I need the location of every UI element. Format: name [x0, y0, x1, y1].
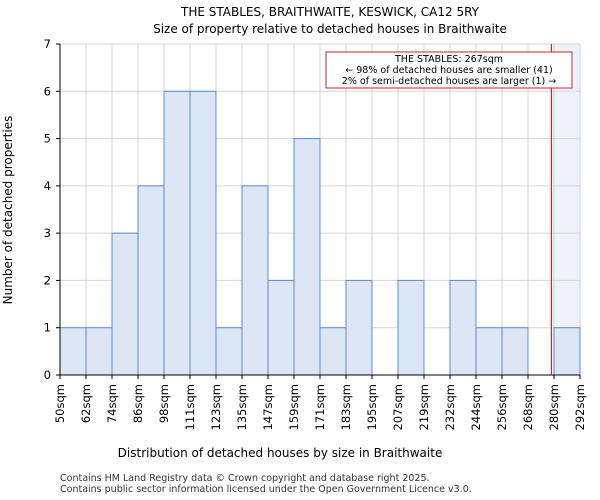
- x-tick-label: 256sqm: [495, 384, 509, 430]
- x-tick-label: 171sqm: [313, 384, 327, 430]
- y-tick-label: 2: [44, 273, 51, 287]
- bar: [475, 327, 503, 376]
- bar: [189, 90, 217, 376]
- bar: [59, 327, 87, 376]
- bar: [137, 185, 165, 376]
- y-tick-label: 7: [44, 37, 51, 51]
- chart-subtitle: Size of property relative to detached ho…: [153, 22, 507, 36]
- x-tick-label: 147sqm: [261, 384, 275, 430]
- x-tick-label: 86sqm: [131, 384, 145, 423]
- bar: [293, 138, 321, 376]
- bar: [449, 279, 477, 376]
- x-tick-label: 135sqm: [235, 384, 249, 430]
- bar: [111, 232, 139, 376]
- x-tick-label: 123sqm: [209, 384, 223, 430]
- y-tick-label: 4: [44, 179, 51, 193]
- bar: [267, 279, 295, 376]
- x-tick-label: 74sqm: [105, 384, 119, 423]
- annotation-line: ← 98% of detached houses are smaller (41…: [345, 65, 552, 76]
- bar: [345, 279, 373, 376]
- footer-line-1: Contains HM Land Registry data © Crown c…: [60, 473, 430, 484]
- annotation-box: [325, 51, 573, 89]
- bar: [215, 327, 243, 376]
- x-tick-label: 50sqm: [53, 384, 67, 423]
- x-tick-label: 207sqm: [391, 384, 405, 430]
- x-axis-label: Distribution of detached houses by size …: [118, 446, 443, 460]
- annotation-line: 2% of semi-detached houses are larger (1…: [342, 76, 556, 87]
- x-tick-label: 292sqm: [573, 384, 587, 430]
- footer-line-2: Contains public sector information licen…: [60, 484, 472, 495]
- x-tick-label: 244sqm: [469, 384, 483, 430]
- bar: [397, 279, 425, 376]
- y-axis-label: Number of detached properties: [1, 116, 15, 305]
- plot-area: 0 1 2 3 4 5 6 7 50sqm 62sqm 74sqm 86sqm 98sqm 111sqm 1…: [44, 37, 587, 430]
- x-tick-label: 98sqm: [157, 384, 171, 423]
- bar: [553, 327, 581, 376]
- y-tick-label: 3: [44, 226, 51, 240]
- y-tick-label: 1: [44, 321, 51, 335]
- x-tick-label: 232sqm: [443, 384, 457, 430]
- annotation-line: THE STABLES: 267sqm: [394, 54, 503, 65]
- x-tick-label: 159sqm: [287, 384, 301, 430]
- bar: [319, 327, 347, 376]
- x-tick-label: 62sqm: [79, 384, 93, 423]
- x-tick-label: 183sqm: [339, 384, 353, 430]
- x-tick-label: 219sqm: [417, 384, 431, 430]
- bar: [85, 327, 113, 376]
- x-tick-label: 111sqm: [183, 384, 197, 430]
- chart-title: THE STABLES, BRAITHWAITE, KESWICK, CA12 …: [180, 5, 480, 19]
- x-tick-label: 268sqm: [521, 384, 535, 430]
- y-tick-label: 0: [44, 368, 51, 382]
- y-tick-label: 6: [44, 84, 51, 98]
- y-tick-label: 5: [44, 132, 51, 146]
- x-tick-label: 195sqm: [365, 384, 379, 430]
- x-tick-label: 280sqm: [547, 384, 561, 430]
- highlight-region: [551, 44, 580, 375]
- bar: [163, 90, 191, 376]
- bar: [501, 327, 529, 376]
- bar: [241, 185, 269, 376]
